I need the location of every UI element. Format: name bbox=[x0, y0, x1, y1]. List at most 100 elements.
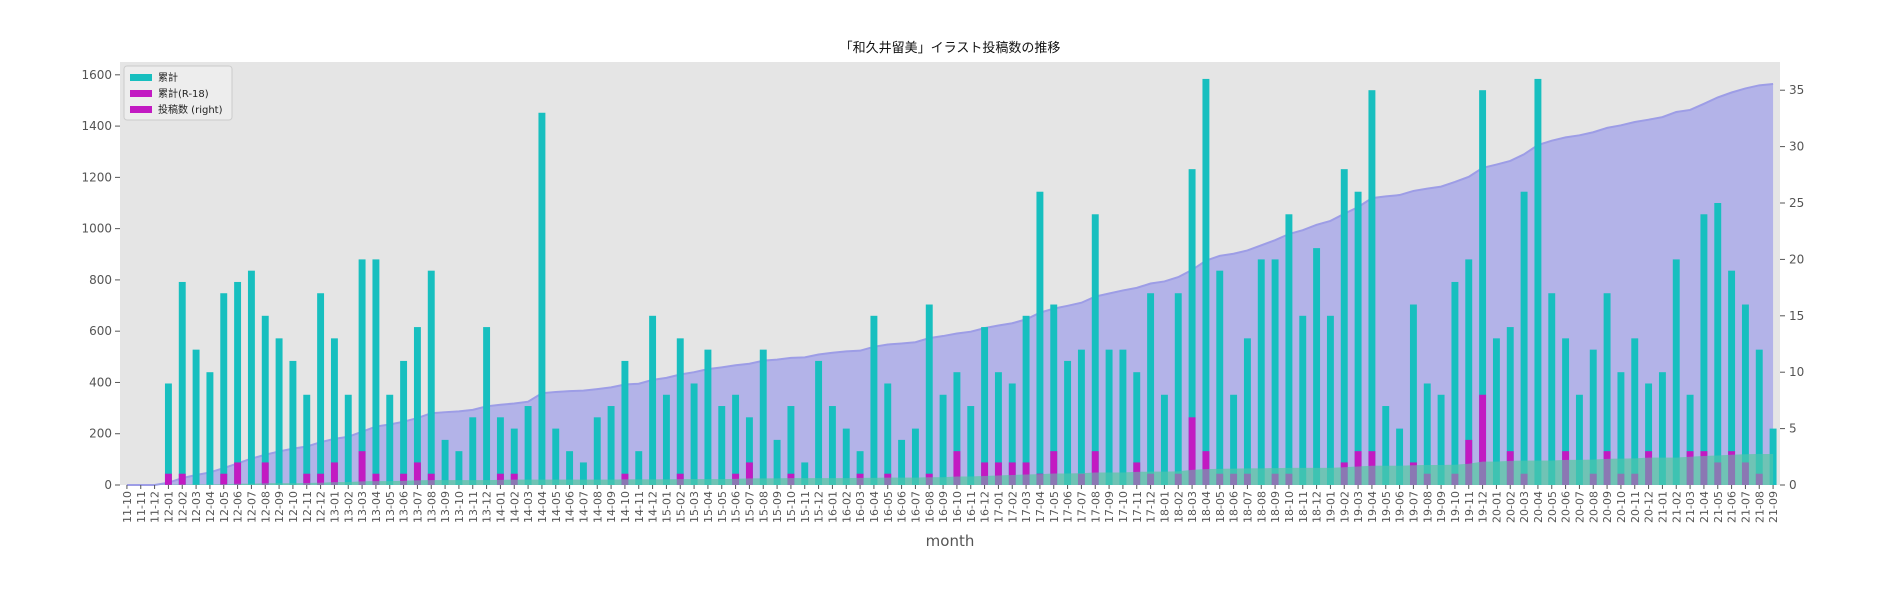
x-tick-label: 15-06 bbox=[730, 491, 743, 523]
bar-posts bbox=[994, 372, 1002, 485]
x-tick-label: 20-09 bbox=[1601, 491, 1614, 523]
x-tick-label: 21-05 bbox=[1712, 491, 1725, 523]
x-tick-label: 13-10 bbox=[453, 491, 466, 523]
x-tick-label: 17-08 bbox=[1089, 491, 1102, 523]
y-right-tick-label: 0 bbox=[1789, 478, 1797, 492]
x-tick-label: 17-02 bbox=[1006, 491, 1019, 523]
x-tick-label: 13-08 bbox=[425, 491, 438, 523]
x-tick-label: 19-07 bbox=[1407, 491, 1420, 523]
x-tick-label: 13-12 bbox=[481, 491, 494, 523]
x-tick-label: 21-08 bbox=[1753, 491, 1766, 523]
bar-posts bbox=[815, 360, 823, 485]
y-left-tick-label: 1000 bbox=[81, 222, 112, 236]
bar-posts-r18 bbox=[330, 462, 338, 485]
bar-posts bbox=[828, 406, 836, 485]
x-tick-label: 14-12 bbox=[647, 491, 660, 523]
x-tick-label: 15-07 bbox=[743, 491, 756, 523]
x-tick-label: 20-10 bbox=[1615, 491, 1628, 523]
x-tick-label: 18-01 bbox=[1158, 491, 1171, 523]
x-tick-label: 19-08 bbox=[1421, 491, 1434, 523]
y-left-tick-label: 400 bbox=[89, 375, 112, 389]
bar-posts-r18 bbox=[303, 473, 311, 485]
x-tick-label: 19-01 bbox=[1324, 491, 1337, 523]
x-tick-label: 19-03 bbox=[1352, 491, 1365, 523]
bar-posts bbox=[1423, 383, 1431, 485]
bar-posts bbox=[1437, 394, 1445, 485]
x-tick-label: 12-01 bbox=[162, 491, 175, 523]
x-axis-label: month bbox=[926, 532, 975, 550]
x-tick-label: 13-11 bbox=[467, 491, 480, 523]
bar-posts bbox=[1077, 349, 1085, 485]
bar-posts bbox=[939, 394, 947, 485]
bar-posts bbox=[1230, 394, 1238, 485]
bar-posts bbox=[1769, 428, 1777, 485]
x-tick-label: 14-04 bbox=[536, 491, 549, 523]
bar-posts bbox=[1354, 191, 1362, 485]
legend-label-posts-right: 投稿数 (right) bbox=[158, 103, 223, 116]
bar-posts-r18 bbox=[1091, 451, 1099, 485]
y-right-tick-label: 30 bbox=[1789, 140, 1804, 154]
x-tick-label: 16-11 bbox=[965, 491, 978, 523]
bar-posts bbox=[1091, 214, 1099, 485]
bar-posts-r18 bbox=[496, 473, 504, 485]
bar-posts-r18 bbox=[1479, 394, 1487, 485]
x-tick-label: 17-10 bbox=[1117, 491, 1130, 523]
bar-posts-r18 bbox=[745, 462, 753, 485]
bar-posts bbox=[1728, 270, 1736, 485]
x-tick-label: 20-06 bbox=[1560, 491, 1573, 523]
x-tick-label: 18-12 bbox=[1311, 491, 1324, 523]
x-tick-label: 19-02 bbox=[1338, 491, 1351, 523]
bar-posts bbox=[1050, 304, 1058, 485]
bar-posts-r18 bbox=[1465, 439, 1473, 485]
x-tick-label: 17-05 bbox=[1048, 491, 1061, 523]
legend: 累計 累計(R-18) 投稿数 (right) bbox=[123, 65, 233, 121]
x-tick-label: 19-06 bbox=[1394, 491, 1407, 523]
bar-posts bbox=[1409, 304, 1417, 485]
x-tick-label: 16-06 bbox=[896, 491, 909, 523]
bar-posts bbox=[1575, 394, 1583, 485]
bar-posts bbox=[1451, 281, 1459, 485]
x-tick-label: 15-02 bbox=[674, 491, 687, 523]
x-tick-label: 15-12 bbox=[813, 491, 826, 523]
x-tick-label: 15-11 bbox=[799, 491, 812, 523]
x-tick-label: 17-01 bbox=[992, 491, 1005, 523]
x-tick-label: 18-11 bbox=[1297, 491, 1310, 523]
x-tick-label: 17-04 bbox=[1034, 491, 1047, 523]
bar-posts bbox=[787, 406, 795, 485]
x-tick-label: 20-11 bbox=[1629, 491, 1642, 523]
bar-posts bbox=[220, 293, 228, 485]
bar-posts bbox=[676, 338, 684, 485]
bar-posts bbox=[386, 394, 394, 485]
bar-posts bbox=[1257, 259, 1265, 485]
bar-posts bbox=[483, 327, 491, 485]
bar-posts bbox=[1147, 293, 1155, 485]
bar-posts bbox=[1105, 349, 1113, 485]
y-right-tick-label: 35 bbox=[1789, 83, 1804, 97]
bar-posts bbox=[621, 360, 629, 485]
bar-posts bbox=[496, 417, 504, 485]
bar-posts bbox=[732, 394, 740, 485]
x-tick-label: 18-10 bbox=[1283, 491, 1296, 523]
bar-posts-r18 bbox=[1022, 462, 1030, 485]
x-tick-label: 12-04 bbox=[204, 491, 217, 523]
bar-posts bbox=[1492, 338, 1500, 485]
x-tick-label: 18-08 bbox=[1255, 491, 1268, 523]
bar-posts bbox=[1589, 349, 1597, 485]
bar-posts bbox=[1174, 293, 1182, 485]
bar-posts bbox=[1008, 383, 1016, 485]
y-left-tick-label: 1600 bbox=[81, 68, 112, 82]
x-tick-label: 14-02 bbox=[508, 491, 521, 523]
bar-posts bbox=[413, 327, 421, 485]
bar-posts bbox=[898, 439, 906, 485]
x-tick-label: 15-01 bbox=[660, 491, 673, 523]
x-tick-label: 17-12 bbox=[1145, 491, 1158, 523]
y-left-tick-label: 1200 bbox=[81, 170, 112, 184]
x-tick-label: 15-04 bbox=[702, 491, 715, 523]
bar-posts-r18 bbox=[400, 473, 408, 485]
bar-posts bbox=[1271, 259, 1279, 485]
x-tick-label: 16-01 bbox=[826, 491, 839, 523]
bar-posts bbox=[1285, 214, 1293, 485]
bar-posts bbox=[1617, 372, 1625, 485]
bar-posts bbox=[358, 259, 366, 485]
x-tick-label: 20-01 bbox=[1490, 491, 1503, 523]
